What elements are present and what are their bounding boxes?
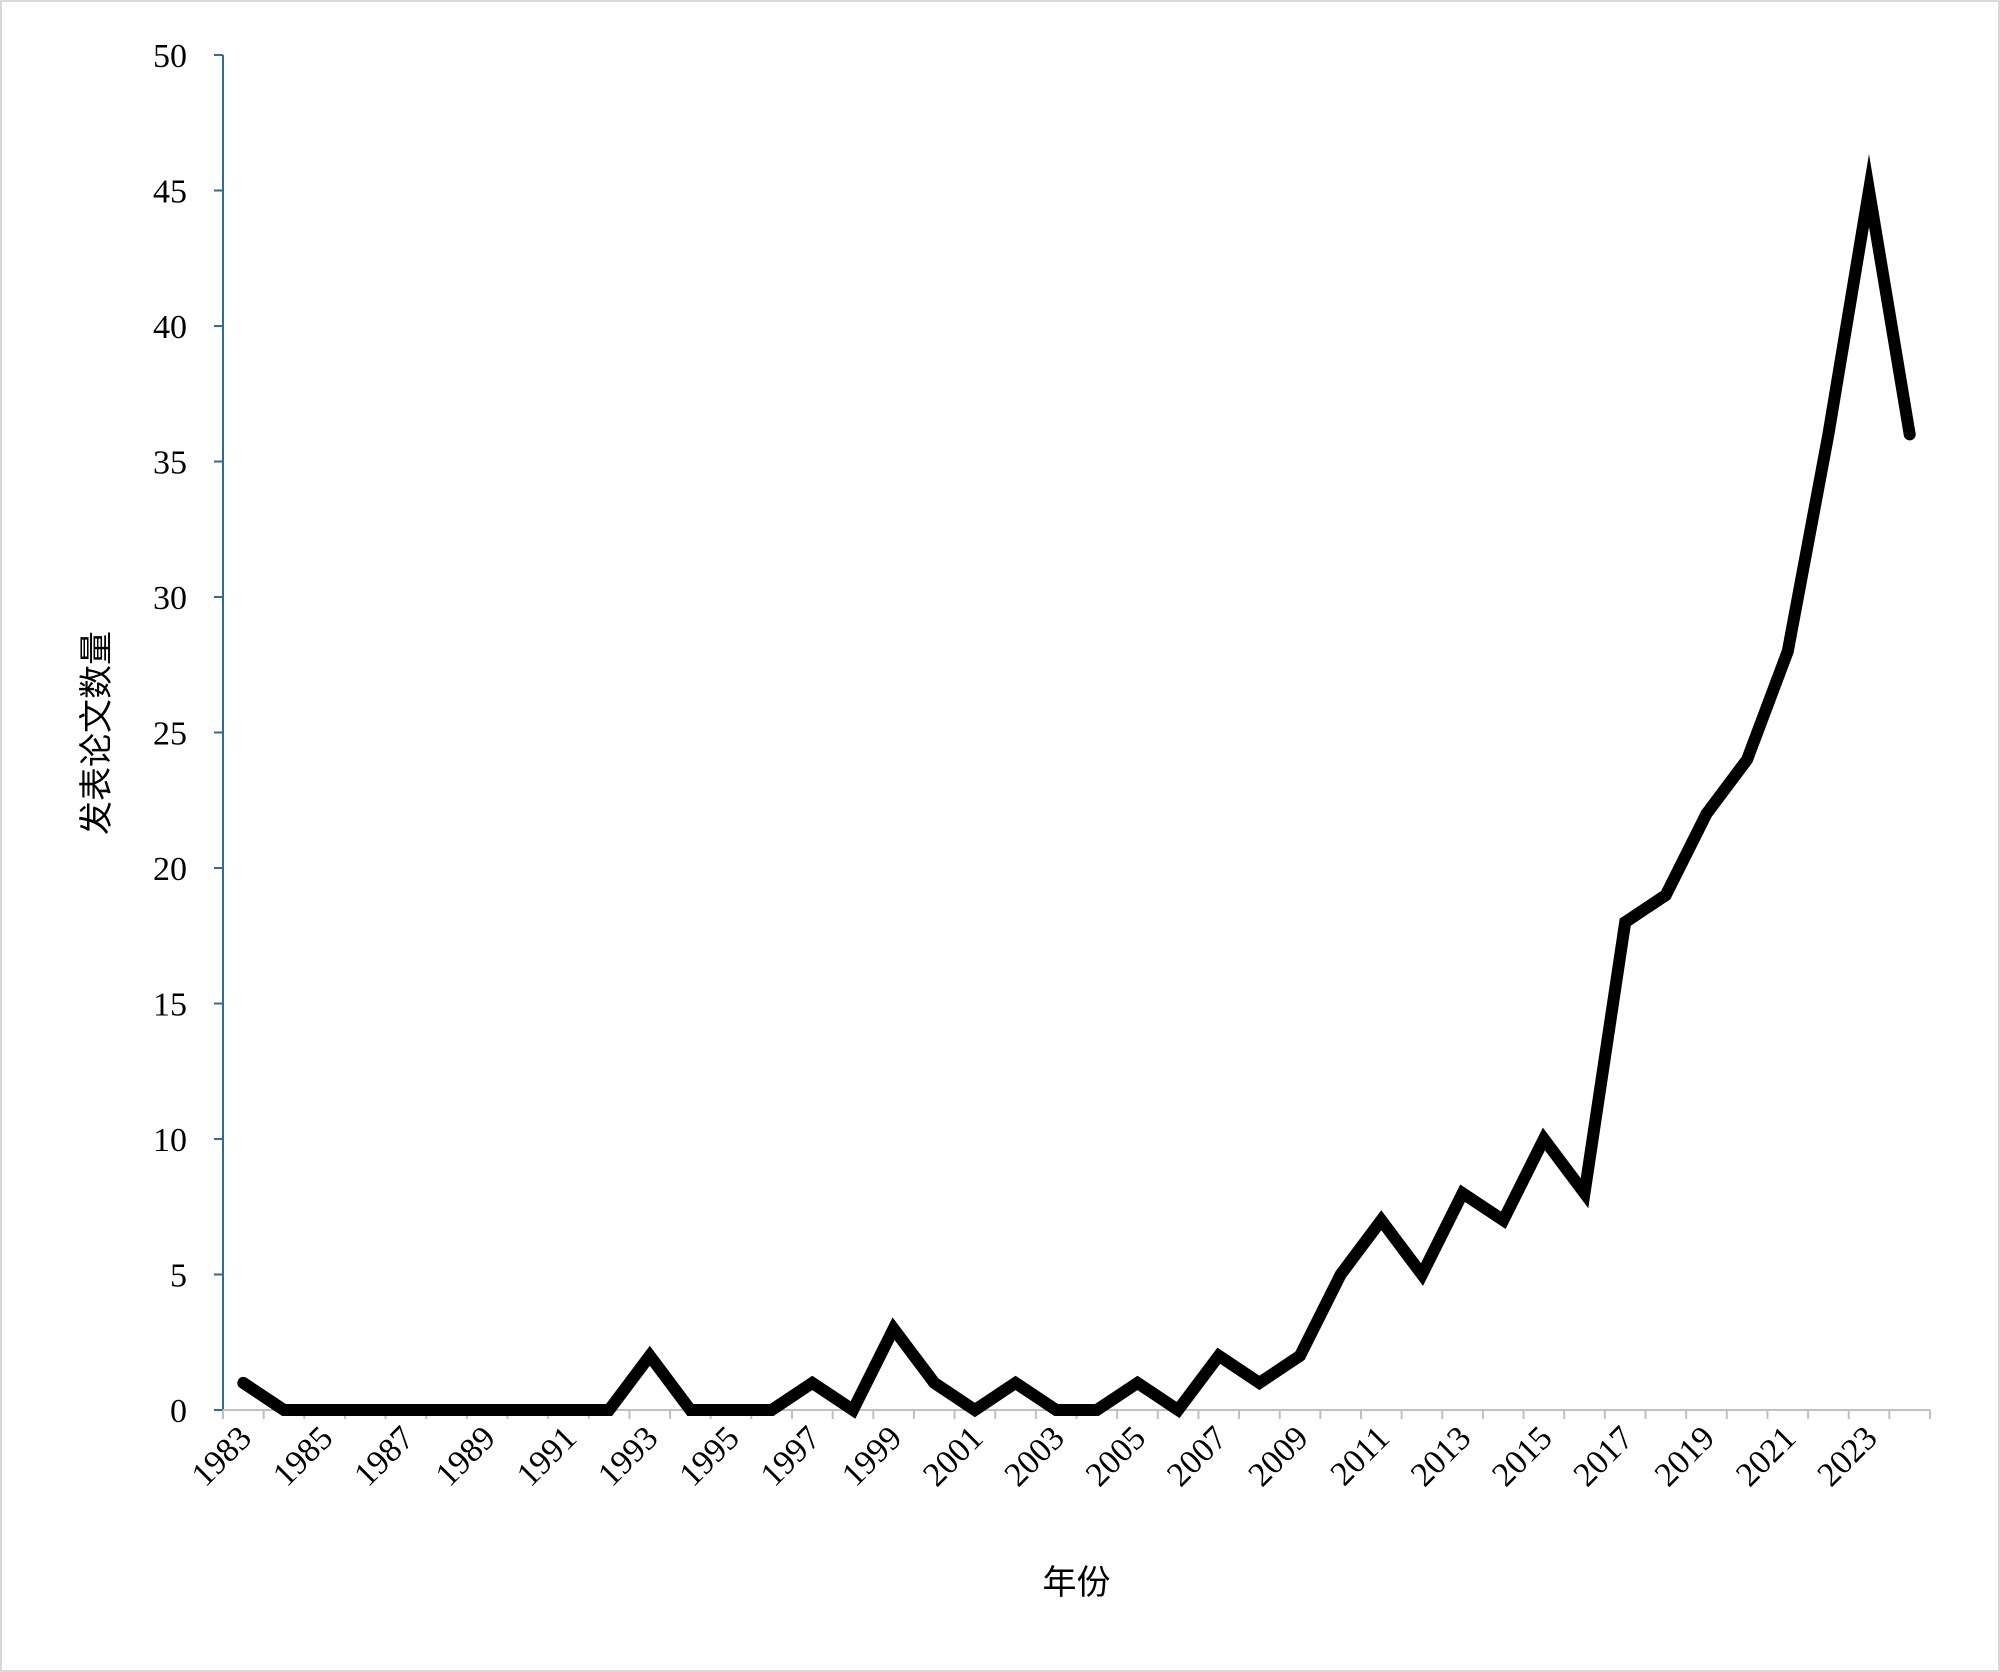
y-tick-label: 0 bbox=[170, 1393, 187, 1430]
y-tick-label: 5 bbox=[170, 1258, 187, 1295]
data-point bbox=[364, 1409, 367, 1411]
data-point bbox=[730, 1409, 733, 1411]
data-point bbox=[1339, 1273, 1342, 1276]
data-point bbox=[1786, 650, 1789, 653]
data-point bbox=[1624, 921, 1627, 924]
data-point bbox=[1583, 1192, 1586, 1195]
data-point bbox=[770, 1409, 773, 1411]
x-tick-label: 1985 bbox=[266, 1419, 340, 1493]
data-point bbox=[1136, 1381, 1139, 1384]
y-tick-label: 15 bbox=[153, 987, 187, 1024]
x-axis-title: 年份 bbox=[1043, 1563, 1111, 1603]
data-point bbox=[242, 1381, 245, 1384]
data-point bbox=[1827, 433, 1830, 436]
series-line bbox=[237, 154, 1916, 1419]
data-point bbox=[1380, 1219, 1383, 1222]
data-point bbox=[1908, 433, 1911, 436]
data-point bbox=[1014, 1381, 1017, 1384]
x-axis: 1983 1985 1987 1989 1991 1993 1995 1997 1999 2001… bbox=[185, 1409, 1931, 1494]
data-point bbox=[851, 1409, 854, 1411]
data-point bbox=[1461, 1192, 1464, 1195]
y-axis-title: 发表论文数量 bbox=[77, 631, 117, 835]
data-point bbox=[933, 1381, 936, 1384]
data-point bbox=[1746, 758, 1749, 761]
data-point bbox=[689, 1409, 692, 1411]
data-point bbox=[892, 1327, 895, 1330]
x-tick-label: 1989 bbox=[429, 1419, 503, 1493]
y-tick-label: 10 bbox=[153, 1122, 187, 1159]
x-tick-label: 2017 bbox=[1567, 1419, 1641, 1493]
x-tick-label: 2003 bbox=[998, 1419, 1072, 1493]
y-tick-label: 35 bbox=[153, 445, 187, 482]
data-point bbox=[1542, 1138, 1545, 1140]
data-point bbox=[445, 1409, 448, 1411]
data-point bbox=[1055, 1409, 1058, 1411]
y-tick-label: 20 bbox=[153, 851, 187, 888]
data-point bbox=[1299, 1354, 1302, 1357]
data-point bbox=[1705, 812, 1708, 815]
data-point bbox=[1177, 1409, 1180, 1411]
data-point bbox=[1502, 1219, 1505, 1222]
x-tick-label: 1997 bbox=[754, 1419, 828, 1493]
x-tick-label: 2023 bbox=[1810, 1419, 1884, 1493]
x-tick-label: 2005 bbox=[1079, 1419, 1153, 1493]
data-point bbox=[1868, 189, 1871, 192]
y-tick-label: 45 bbox=[153, 174, 187, 211]
x-tick-label: 1995 bbox=[672, 1419, 746, 1493]
data-point bbox=[1664, 894, 1667, 897]
x-tick-label: 2013 bbox=[1404, 1419, 1478, 1493]
data-point bbox=[1420, 1273, 1423, 1276]
data-point bbox=[811, 1381, 814, 1384]
x-tick-label: 1987 bbox=[347, 1419, 421, 1493]
x-tick-label: 1991 bbox=[510, 1419, 584, 1493]
series-group bbox=[237, 154, 1916, 1419]
x-tick-label: 2007 bbox=[1160, 1419, 1234, 1493]
x-tick-label: 2001 bbox=[916, 1419, 990, 1493]
x-tick-label: 1993 bbox=[591, 1419, 665, 1493]
data-point bbox=[608, 1409, 611, 1411]
data-point bbox=[404, 1409, 407, 1411]
data-point bbox=[526, 1409, 529, 1411]
data-point bbox=[973, 1409, 976, 1411]
data-point bbox=[1258, 1381, 1261, 1384]
y-tick-label: 30 bbox=[153, 580, 187, 617]
x-tick-label: 1999 bbox=[835, 1419, 909, 1493]
x-tick-label: 2009 bbox=[1241, 1419, 1315, 1493]
x-tick-label: 1983 bbox=[185, 1419, 259, 1493]
data-point bbox=[486, 1409, 489, 1411]
y-axis: 0 5 10 15 20 25 30 35 40 45 50 bbox=[153, 38, 224, 1430]
x-tick-label: 2015 bbox=[1485, 1419, 1559, 1493]
x-tick-label: 2011 bbox=[1324, 1419, 1397, 1492]
data-point bbox=[1217, 1354, 1220, 1357]
data-point bbox=[1095, 1409, 1098, 1411]
data-point bbox=[648, 1354, 651, 1357]
data-point bbox=[567, 1409, 570, 1411]
data-point bbox=[282, 1409, 285, 1411]
y-tick-label: 40 bbox=[153, 309, 187, 346]
y-tick-label: 25 bbox=[153, 716, 187, 753]
y-tick-label: 50 bbox=[153, 38, 187, 75]
data-point bbox=[323, 1409, 326, 1411]
x-tick-label: 2019 bbox=[1648, 1419, 1722, 1493]
x-tick-label: 2021 bbox=[1729, 1419, 1803, 1493]
